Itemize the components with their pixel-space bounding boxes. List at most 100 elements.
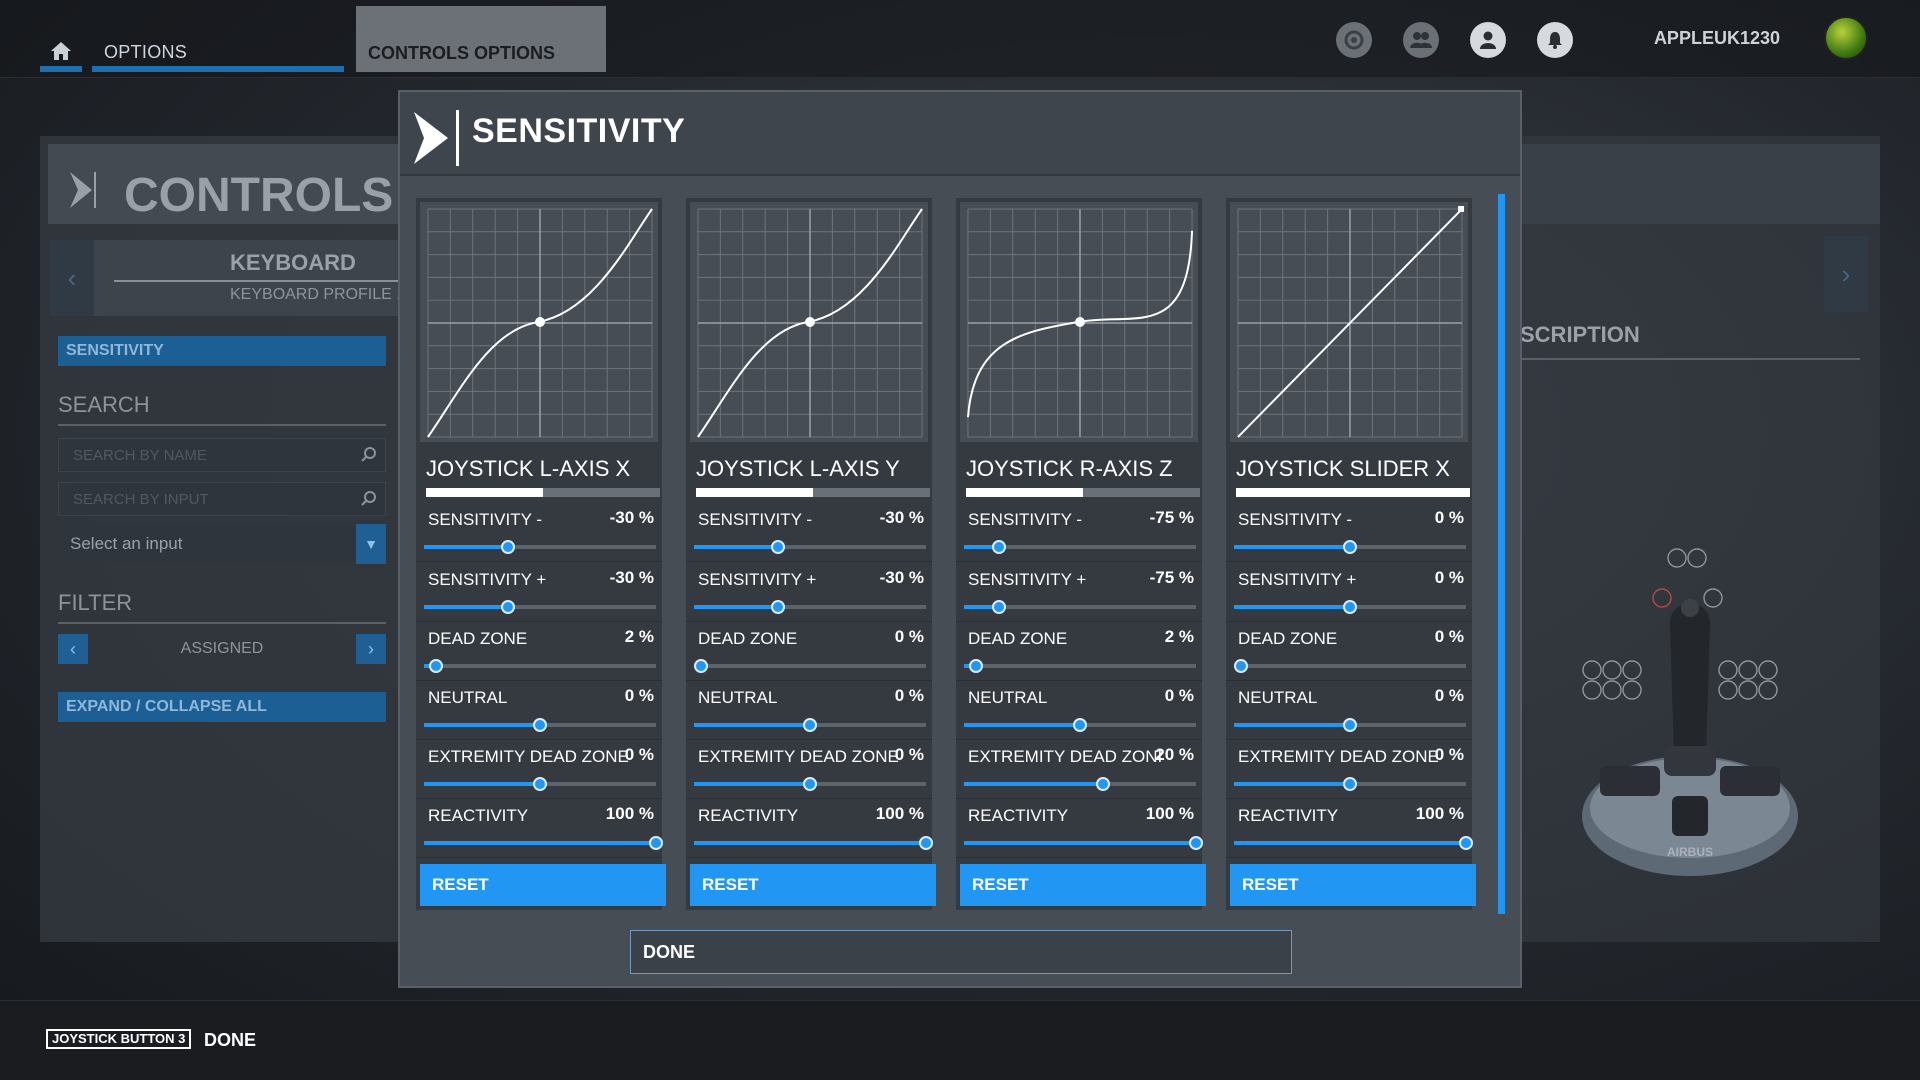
sidebar-item-sensitivity[interactable]: SENSITIVITY	[58, 336, 386, 366]
slider-handle[interactable]	[428, 659, 443, 673]
slider-track[interactable]	[1234, 777, 1466, 791]
setting-slider-row[interactable]: REACTIVITY 100 %	[1226, 800, 1473, 858]
slider-track[interactable]	[964, 540, 1196, 554]
select-input-dropdown[interactable]: Select an input ▼	[58, 524, 386, 564]
slider-track[interactable]	[694, 600, 926, 614]
setting-slider-row[interactable]: EXTREMITY DEAD ZONE 0 %	[686, 741, 932, 799]
sidebar-item-sensitivity-label: SENSITIVITY	[66, 342, 164, 359]
activity-icon[interactable]	[1336, 22, 1372, 58]
slider-handle[interactable]	[770, 600, 785, 614]
slider-handle[interactable]	[991, 600, 1006, 614]
slider-handle[interactable]	[500, 600, 515, 614]
slider-handle[interactable]	[1343, 540, 1357, 554]
slider-track[interactable]	[693, 659, 926, 673]
setting-slider-row[interactable]: REACTIVITY 100 %	[956, 800, 1203, 858]
slider-track[interactable]	[694, 540, 926, 554]
slider-track[interactable]	[694, 777, 926, 791]
slider-handle[interactable]	[533, 777, 547, 791]
notifications-icon[interactable]	[1537, 22, 1573, 58]
reset-button[interactable]: RESET	[690, 864, 936, 906]
setting-slider-row[interactable]: NEUTRAL 0 %	[1226, 682, 1472, 740]
scrollbar[interactable]	[1498, 194, 1505, 914]
slider-track[interactable]	[424, 540, 656, 554]
slider-handle[interactable]	[500, 540, 515, 554]
slider-handle[interactable]	[991, 540, 1006, 554]
slider-track[interactable]	[1234, 718, 1466, 732]
slider-track[interactable]	[1233, 659, 1466, 673]
reset-button[interactable]: RESET	[1230, 864, 1476, 906]
setting-slider-row[interactable]: DEAD ZONE 2 %	[956, 623, 1202, 681]
slider-track[interactable]	[424, 718, 656, 732]
tab-options[interactable]: OPTIONS	[92, 30, 344, 72]
slider-track[interactable]	[964, 777, 1196, 791]
slider-handle[interactable]	[1343, 718, 1357, 732]
slider-fill	[964, 605, 999, 609]
done-button[interactable]: DONE	[630, 930, 1292, 974]
slider-handle[interactable]	[803, 777, 817, 791]
setting-slider-row[interactable]: REACTIVITY 100 %	[416, 800, 663, 858]
setting-slider-row[interactable]: EXTREMITY DEAD ZONE 0 %	[416, 741, 662, 799]
setting-slider-row[interactable]: REACTIVITY 100 %	[686, 800, 933, 858]
setting-slider-row[interactable]: SENSITIVITY - -30 %	[686, 504, 932, 562]
filter-next-button[interactable]: ›	[356, 634, 386, 664]
expand-collapse-all-button[interactable]: EXPAND / COLLAPSE ALL	[58, 692, 386, 722]
slider-track[interactable]	[964, 718, 1196, 732]
slider-track[interactable]	[694, 836, 933, 850]
avatar[interactable]	[1824, 16, 1868, 60]
slider-track[interactable]	[964, 600, 1196, 614]
setting-slider-row[interactable]: NEUTRAL 0 %	[956, 682, 1202, 740]
slider-track[interactable]	[424, 777, 656, 791]
setting-slider-row[interactable]: DEAD ZONE 2 %	[416, 623, 662, 681]
slider-handle[interactable]	[1343, 600, 1357, 614]
setting-slider-row[interactable]: SENSITIVITY + -30 %	[686, 564, 932, 622]
slider-handle[interactable]	[1073, 718, 1087, 732]
slider-handle[interactable]	[1343, 777, 1357, 791]
setting-slider-row[interactable]: SENSITIVITY - -75 %	[956, 504, 1202, 562]
hint-action[interactable]: DONE	[204, 1030, 257, 1050]
slider-handle[interactable]	[649, 836, 663, 850]
setting-slider-row[interactable]: NEUTRAL 0 %	[416, 682, 662, 740]
setting-slider-row[interactable]: DEAD ZONE 0 %	[1226, 623, 1472, 681]
slider-handle[interactable]	[1233, 659, 1248, 673]
slider-track[interactable]	[1234, 836, 1473, 850]
device-next-button[interactable]: ›	[1824, 236, 1868, 312]
slider-handle[interactable]	[968, 659, 983, 673]
slider-handle[interactable]	[1459, 836, 1473, 850]
tab-controls-options[interactable]: CONTROLS OPTIONS	[356, 6, 606, 72]
setting-slider-row[interactable]: SENSITIVITY + -30 %	[416, 564, 662, 622]
friends-icon[interactable]	[1403, 22, 1439, 58]
setting-slider-row[interactable]: SENSITIVITY - 0 %	[1226, 504, 1472, 562]
slider-track[interactable]	[424, 836, 663, 850]
home-tab[interactable]	[40, 30, 82, 72]
slider-track[interactable]	[694, 718, 926, 732]
slider-track[interactable]	[1234, 600, 1466, 614]
filter-prev-button[interactable]: ‹	[58, 634, 88, 664]
slider-handle[interactable]	[919, 836, 933, 850]
device-prev-button[interactable]: ‹	[50, 240, 94, 316]
setting-slider-row[interactable]: EXTREMITY DEAD ZONE 0 %	[1226, 741, 1472, 799]
search-by-name-input[interactable]: SEARCH BY NAME	[58, 438, 386, 472]
slider-track[interactable]	[964, 836, 1203, 850]
slider-handle[interactable]	[693, 659, 708, 673]
setting-slider-row[interactable]: SENSITIVITY - -30 %	[416, 504, 662, 562]
slider-track[interactable]	[1234, 540, 1466, 554]
slider-fill	[1234, 545, 1350, 549]
setting-slider-row[interactable]: NEUTRAL 0 %	[686, 682, 932, 740]
slider-handle[interactable]	[1096, 777, 1111, 791]
slider-handle[interactable]	[770, 540, 785, 554]
profile-icon[interactable]	[1470, 22, 1506, 58]
slider-track[interactable]	[424, 659, 656, 673]
setting-slider-row[interactable]: DEAD ZONE 0 %	[686, 623, 932, 681]
slider-handle[interactable]	[533, 718, 547, 732]
slider-track[interactable]	[424, 600, 656, 614]
slider-handle[interactable]	[803, 718, 817, 732]
slider-track[interactable]	[964, 659, 1196, 673]
axis-column: JOYSTICK L-AXIS X SENSITIVITY - -30 % SENSI…	[416, 198, 666, 910]
setting-slider-row[interactable]: SENSITIVITY + 0 %	[1226, 564, 1472, 622]
slider-handle[interactable]	[1189, 836, 1203, 850]
setting-slider-row[interactable]: SENSITIVITY + -75 %	[956, 564, 1202, 622]
setting-slider-row[interactable]: EXTREMITY DEAD ZONI 20 %	[956, 741, 1202, 799]
search-by-input-input[interactable]: SEARCH BY INPUT	[58, 482, 386, 516]
reset-button[interactable]: RESET	[960, 864, 1206, 906]
reset-button[interactable]: RESET	[420, 864, 666, 906]
